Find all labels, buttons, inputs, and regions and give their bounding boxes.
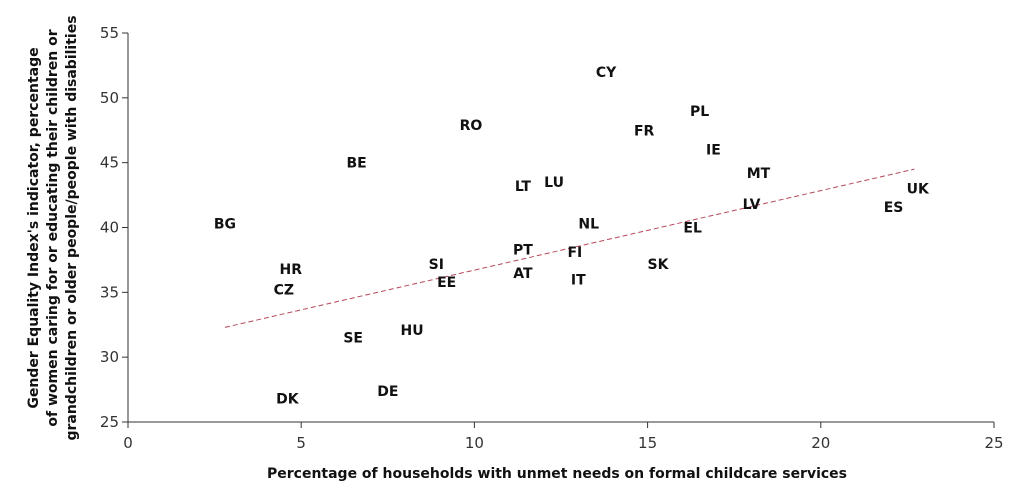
point-label-se: SE [343, 331, 363, 347]
point-label-hu: HU [401, 323, 424, 339]
x-tick-label: 25 [984, 434, 1003, 452]
data-points: BG HR CZ DK BE SE DE HU SI EE RO PT AT LT LU FI IT NL CY FR… [214, 65, 930, 408]
x-tick-label: 20 [811, 434, 830, 452]
point-label-uk: UK [907, 182, 930, 198]
x-tick-label: 10 [465, 434, 484, 452]
point-label-fi: FI [567, 245, 582, 261]
point-label-lv: LV [743, 197, 761, 213]
y-axis-title-line-1: Gender Equality Index's indicator, perce… [26, 47, 42, 408]
axes [122, 32, 995, 428]
point-label-mt: MT [747, 166, 771, 182]
point-label-es: ES [884, 200, 904, 216]
point-label-at: AT [513, 266, 533, 282]
point-label-nl: NL [578, 217, 599, 233]
y-axis-title-line-2: of women caring for or educating their c… [45, 29, 61, 426]
point-label-el: EL [683, 221, 702, 237]
y-tick-label: 50 [100, 89, 119, 107]
y-tick-label: 30 [100, 348, 119, 366]
point-label-ro: RO [460, 118, 483, 134]
trendline [224, 168, 915, 328]
trendline-group [224, 168, 915, 328]
point-label-lt: LT [515, 179, 532, 195]
point-label-sk: SK [648, 257, 670, 273]
point-label-cz: CZ [274, 283, 294, 299]
point-label-si: SI [429, 257, 444, 273]
point-label-pl: PL [690, 104, 709, 120]
point-label-pt: PT [513, 243, 533, 259]
point-label-dk: DK [276, 392, 300, 408]
x-axis-title: Percentage of households with unmet need… [267, 466, 847, 482]
point-label-lu: LU [544, 175, 564, 191]
point-label-de: DE [377, 384, 398, 400]
point-label-hr: HR [280, 262, 303, 278]
point-label-be: BE [347, 156, 367, 172]
y-axis-title-line-3: grandchildren or older people/people wit… [64, 15, 80, 440]
x-tick-label: 15 [638, 434, 657, 452]
y-tick-label: 25 [100, 413, 119, 431]
y-tick-label: 45 [100, 154, 119, 172]
point-label-fr: FR [634, 123, 655, 139]
tick-labels: 25 30 35 40 45 50 55 0 5 10 15 20 25 [100, 24, 1004, 452]
point-label-cy: CY [596, 65, 617, 81]
y-axis-title: Gender Equality Index's indicator, perce… [26, 15, 80, 440]
y-tick-label: 35 [100, 283, 119, 301]
x-tick-label: 5 [296, 434, 306, 452]
y-tick-label: 40 [100, 219, 119, 237]
x-tick-label: 0 [123, 434, 133, 452]
point-label-ee: EE [437, 275, 456, 291]
point-label-it: IT [571, 272, 586, 288]
point-label-ie: IE [706, 143, 721, 159]
point-label-bg: BG [214, 217, 236, 233]
y-tick-label: 55 [100, 24, 119, 42]
